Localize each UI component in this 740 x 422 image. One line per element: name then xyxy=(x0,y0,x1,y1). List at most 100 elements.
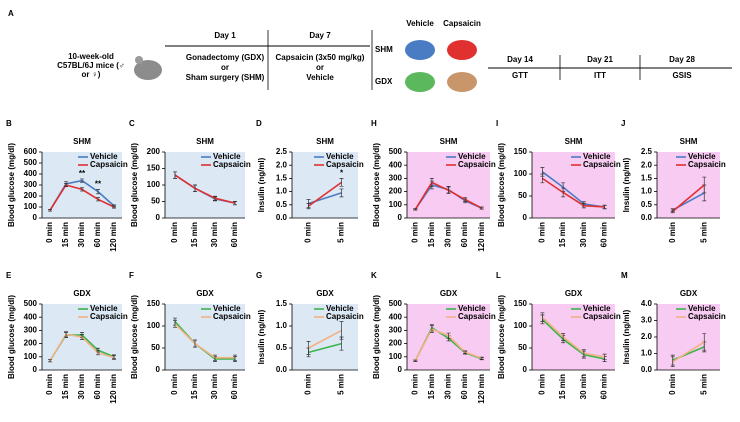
chart-title: GDX xyxy=(196,289,214,298)
error-bar xyxy=(193,184,197,192)
y-tick-label: 150 xyxy=(147,164,161,173)
y-tick-label: 2.0 xyxy=(641,160,653,169)
error-bar xyxy=(80,334,84,340)
y-tick-label: 0 xyxy=(398,213,403,222)
y-tick-label: 500 xyxy=(24,299,38,308)
error-bar xyxy=(96,189,100,195)
mouse-icon xyxy=(134,60,162,80)
y-tick-label: 100 xyxy=(389,352,403,361)
y-tick-label: 100 xyxy=(147,321,161,330)
y-tick-label: 1.5 xyxy=(276,174,288,183)
legend-label: Capsaicin xyxy=(688,160,726,169)
legend-label: Vehicle xyxy=(458,152,486,161)
legend-label: Vehicle xyxy=(90,304,118,313)
chart-title: SHM xyxy=(73,137,91,146)
error-bar xyxy=(80,187,84,192)
series-line xyxy=(541,318,605,360)
x-tick-label: 15 min xyxy=(558,222,567,247)
error-bar xyxy=(173,171,177,179)
y-tick-label: 300 xyxy=(24,180,38,189)
panel-letter: L xyxy=(496,271,501,280)
y-axis-label: Insulin (ng/ml) xyxy=(257,309,266,364)
y-axis-label: Blood glucose (mg/dl) xyxy=(497,295,506,379)
plot-background xyxy=(657,304,720,370)
group-label: Vehicle xyxy=(406,19,434,28)
y-axis-label: Blood glucose (mg/dl) xyxy=(7,295,16,379)
y-tick-label: 300 xyxy=(389,326,403,335)
y-tick-label: 150 xyxy=(147,299,161,308)
legend-label: Capsaicin xyxy=(583,160,621,169)
significance: ** xyxy=(79,169,86,178)
panel-letter: K xyxy=(371,271,377,280)
day-label: Day 28 xyxy=(669,55,695,64)
legend-label: Vehicle xyxy=(90,152,118,161)
x-tick-label: 15 min xyxy=(61,374,70,399)
y-tick-label: 0 xyxy=(33,213,38,222)
x-tick-label: 5 min xyxy=(699,374,708,395)
plot-background xyxy=(165,152,245,218)
error-bar xyxy=(64,183,68,187)
legend-label: Capsaicin xyxy=(326,312,364,321)
chart: M GDX Insulin (ng/ml) 0.0 1.0 2.0 3.0 4.0 0 min 5… xyxy=(621,271,726,395)
y-axis-label: Blood glucose (mg/dl) xyxy=(372,295,381,379)
error-bar xyxy=(479,206,484,210)
mouse-ear xyxy=(135,56,143,64)
treatment-label: Capsaicin (3x50 mg/kg) xyxy=(276,53,365,62)
y-tick-label: 0 xyxy=(523,365,528,374)
chart: J SHM Insulin (ng/ml) 0.0 0.5 1.0 1.5 2.0 2.5 0 m… xyxy=(621,119,726,243)
x-tick-label: 15 min xyxy=(190,222,199,247)
error-bar xyxy=(339,178,344,187)
y-tick-label: 1.0 xyxy=(276,187,288,196)
error-bar xyxy=(173,319,177,328)
y-axis-label: Blood glucose (mg/dl) xyxy=(130,295,139,379)
y-tick-label: 0 xyxy=(33,365,38,374)
error-bar xyxy=(96,350,100,356)
x-tick-label: 120 min xyxy=(109,374,118,404)
y-axis-label: Blood glucose (mg/dl) xyxy=(130,143,139,227)
error-bar xyxy=(670,356,675,368)
x-tick-label: 60 min xyxy=(93,374,102,399)
y-axis-label: Blood glucose (mg/dl) xyxy=(372,143,381,227)
chart: B SHM Blood glucose (mg/dl) 0 100 200 300 400 50… xyxy=(6,119,128,252)
error-bar xyxy=(602,353,607,360)
legend-label: Capsaicin xyxy=(688,312,726,321)
y-tick-label: 0.5 xyxy=(276,343,288,352)
error-bar xyxy=(670,209,675,214)
x-tick-label: 15 min xyxy=(427,374,436,399)
x-tick-label: 0 min xyxy=(304,222,313,243)
x-tick-label: 0 min xyxy=(668,374,677,395)
error-bar xyxy=(463,197,468,202)
x-tick-label: 60 min xyxy=(600,222,609,247)
y-tick-label: 400 xyxy=(24,169,38,178)
panel-letter: D xyxy=(256,119,262,128)
chart: L GDX Blood glucose (mg/dl) 0 50 100 150 0 min 1… xyxy=(496,271,621,399)
y-tick-label: 0 xyxy=(156,213,161,222)
error-bar xyxy=(48,359,52,363)
y-tick-label: 200 xyxy=(389,339,403,348)
mouse-icon xyxy=(405,40,435,60)
y-tick-label: 50 xyxy=(518,343,527,352)
panel-letter: G xyxy=(256,271,262,280)
plot-background xyxy=(407,152,490,218)
plot-background xyxy=(42,152,122,218)
panel-letter: F xyxy=(129,271,134,280)
x-tick-label: 0 min xyxy=(170,222,179,243)
day-label: Day 1 xyxy=(214,31,236,40)
error-bar xyxy=(540,173,545,184)
panel-letter: I xyxy=(496,119,498,128)
y-tick-label: 200 xyxy=(147,147,161,156)
x-tick-label: 0 min xyxy=(668,222,677,243)
x-tick-label: 15 min xyxy=(558,374,567,399)
error-bar xyxy=(233,354,237,361)
mouse-icon xyxy=(447,40,477,60)
significance: * xyxy=(340,169,344,178)
y-tick-label: 2.5 xyxy=(276,147,288,156)
plot-background xyxy=(292,304,358,370)
legend-label: Vehicle xyxy=(583,152,611,161)
y-tick-label: 2.0 xyxy=(276,160,288,169)
group-label: Capsaicin xyxy=(443,19,481,28)
error-bar xyxy=(702,176,707,194)
x-tick-label: 15 min xyxy=(190,374,199,399)
legend-label: Vehicle xyxy=(583,304,611,313)
